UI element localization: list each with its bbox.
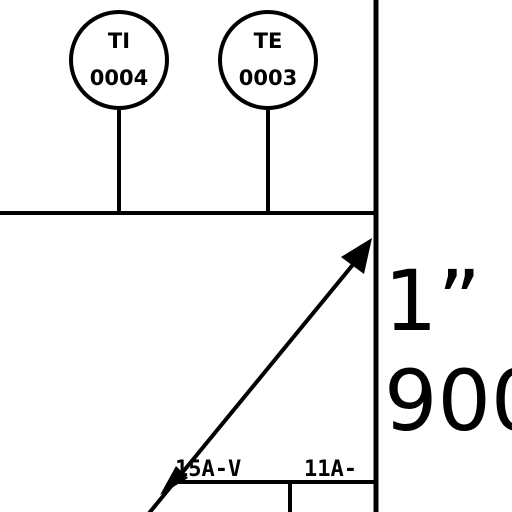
line-segment-label: 15A-V [175,457,241,482]
instrument-function-label: TI [108,29,130,53]
instrument-bubble-te-0003[interactable]: TE 0003 [218,10,318,215]
line-segment-label: 11A- [304,457,357,482]
instrument-circle [69,10,169,110]
instrument-circle [218,10,318,110]
pipe-value-label: 900 [384,352,512,450]
instrument-number-label: 0003 [239,66,297,90]
arrowhead-icon [341,238,372,274]
instrument-function-label: TE [254,29,283,53]
pipe-size-label: 1” [384,252,481,350]
leader-line [147,253,363,512]
instrument-bubble-ti-0004[interactable]: TI 0004 [69,10,169,215]
instrument-number-label: 0004 [90,66,148,90]
